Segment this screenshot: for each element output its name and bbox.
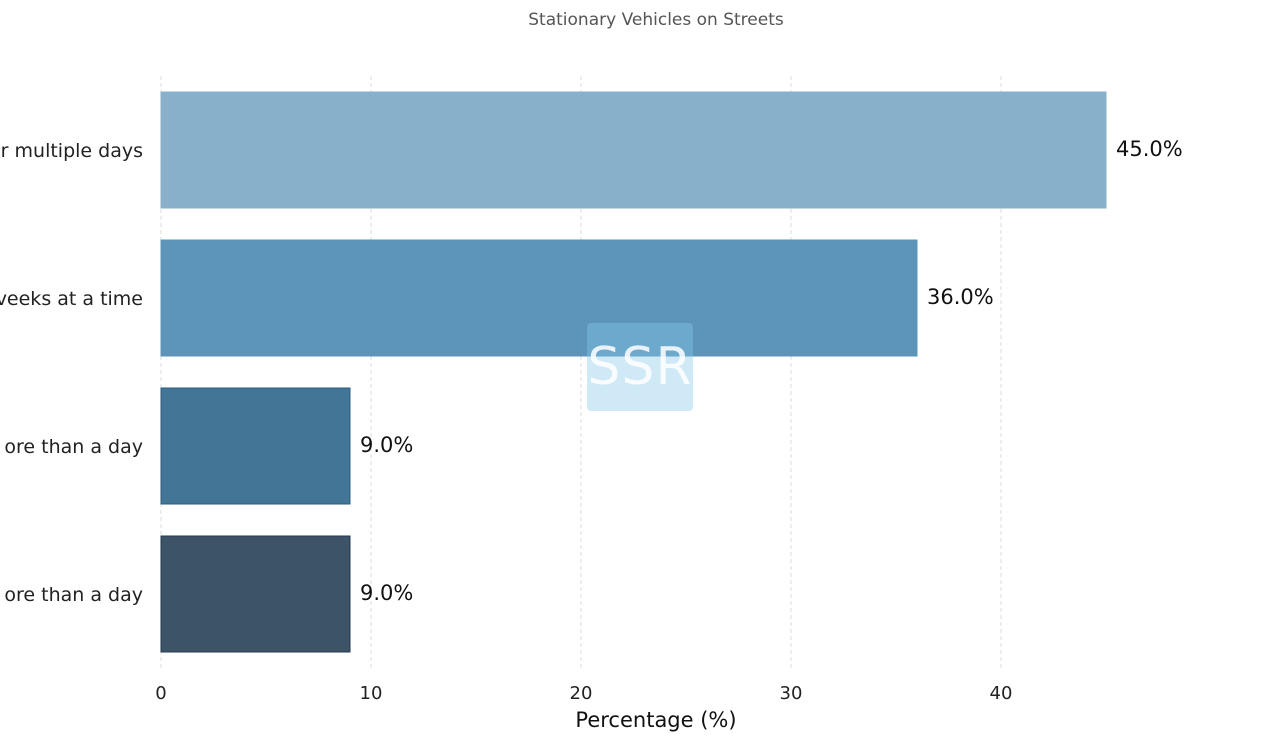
bar — [160, 91, 1107, 209]
x-axis-title: Percentage (%) — [575, 708, 736, 732]
y-category-label: r multiple days — [1, 140, 143, 162]
bars — [160, 91, 1107, 653]
y-category-label: veeks at a time — [0, 288, 143, 310]
y-category-label: ore than a day — [4, 584, 143, 606]
y-category-label: ore than a day — [4, 436, 143, 458]
labels: 0 10 20 30 40 r multiple days 45.0% veeks at a … — [0, 137, 1183, 704]
x-tick-label: 20 — [570, 683, 593, 704]
x-tick-label: 30 — [780, 683, 803, 704]
bar-value-label: 45.0% — [1116, 137, 1183, 161]
x-tick-label: 0 — [155, 683, 166, 704]
bar — [160, 535, 351, 653]
watermark-badge: SSR — [587, 323, 693, 411]
bar-value-label: 9.0% — [360, 433, 413, 457]
x-tick-label: 10 — [360, 683, 383, 704]
bar-value-label: 9.0% — [360, 581, 413, 605]
chart-title: Stationary Vehicles on Streets — [528, 10, 784, 30]
bar — [160, 239, 918, 357]
x-tick-label: 40 — [990, 683, 1013, 704]
watermark-text: SSR — [587, 337, 693, 397]
bar-value-label: 36.0% — [927, 285, 994, 309]
bar — [160, 387, 351, 505]
